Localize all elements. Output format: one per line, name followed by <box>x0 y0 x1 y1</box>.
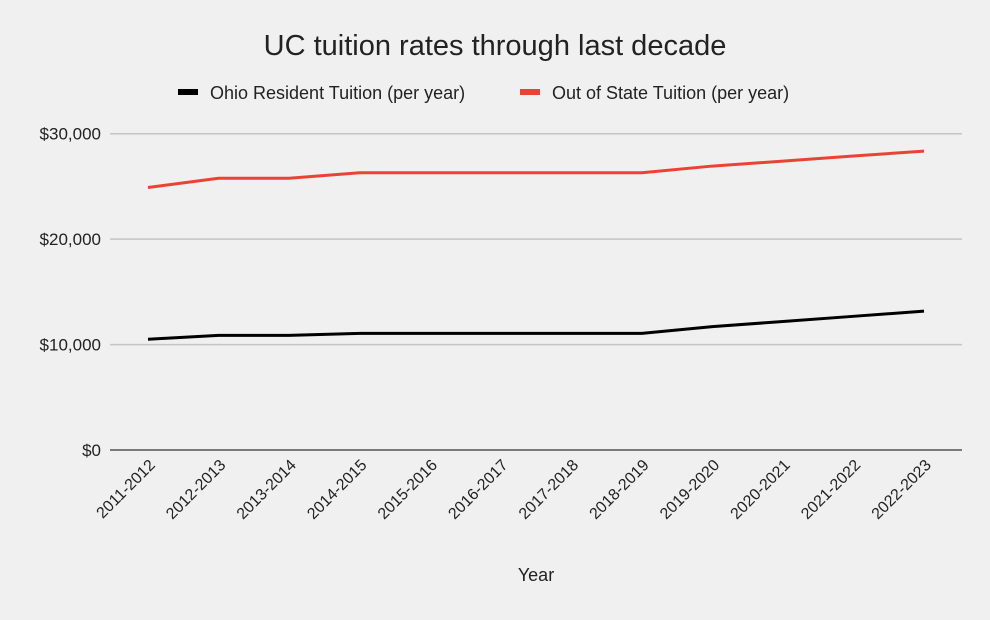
legend: Ohio Resident Tuition (per year) Out of S… <box>178 83 789 103</box>
legend-label: Out of State Tuition (per year) <box>552 83 789 103</box>
x-tick-label: 2014-2015 <box>304 457 370 523</box>
legend-swatch <box>520 89 540 95</box>
x-tick-label: 2012-2013 <box>163 457 229 523</box>
x-tick-label: 2016-2017 <box>445 457 511 523</box>
x-tick-label: 2021-2022 <box>798 457 864 523</box>
series-line-1 <box>148 151 924 187</box>
series-lines <box>148 151 924 339</box>
x-axis-label: Year <box>518 565 554 585</box>
x-tick-label: 2015-2016 <box>375 457 441 523</box>
x-tick-label: 2011-2012 <box>94 457 159 522</box>
x-tick-label: 2018-2019 <box>587 457 653 523</box>
series-line-0 <box>148 311 924 339</box>
chart-title: UC tuition rates through last decade <box>264 30 727 62</box>
x-tick-label: 2019-2020 <box>657 457 723 523</box>
y-tick-label: $20,000 <box>40 230 101 249</box>
y-tick-label: $0 <box>82 441 101 460</box>
y-tick-label: $30,000 <box>40 125 101 144</box>
legend-label: Ohio Resident Tuition (per year) <box>210 83 465 103</box>
legend-swatch <box>178 89 198 95</box>
x-tick-label: 2013-2014 <box>234 457 300 523</box>
x-tick-label: 2020-2021 <box>728 457 794 523</box>
gridlines <box>110 134 962 450</box>
y-axis-ticks: $0 $10,000 $20,000 $30,000 <box>40 125 101 460</box>
x-tick-label: 2022-2023 <box>869 457 935 523</box>
y-tick-label: $10,000 <box>40 336 101 355</box>
x-tick-label: 2017-2018 <box>516 457 582 523</box>
